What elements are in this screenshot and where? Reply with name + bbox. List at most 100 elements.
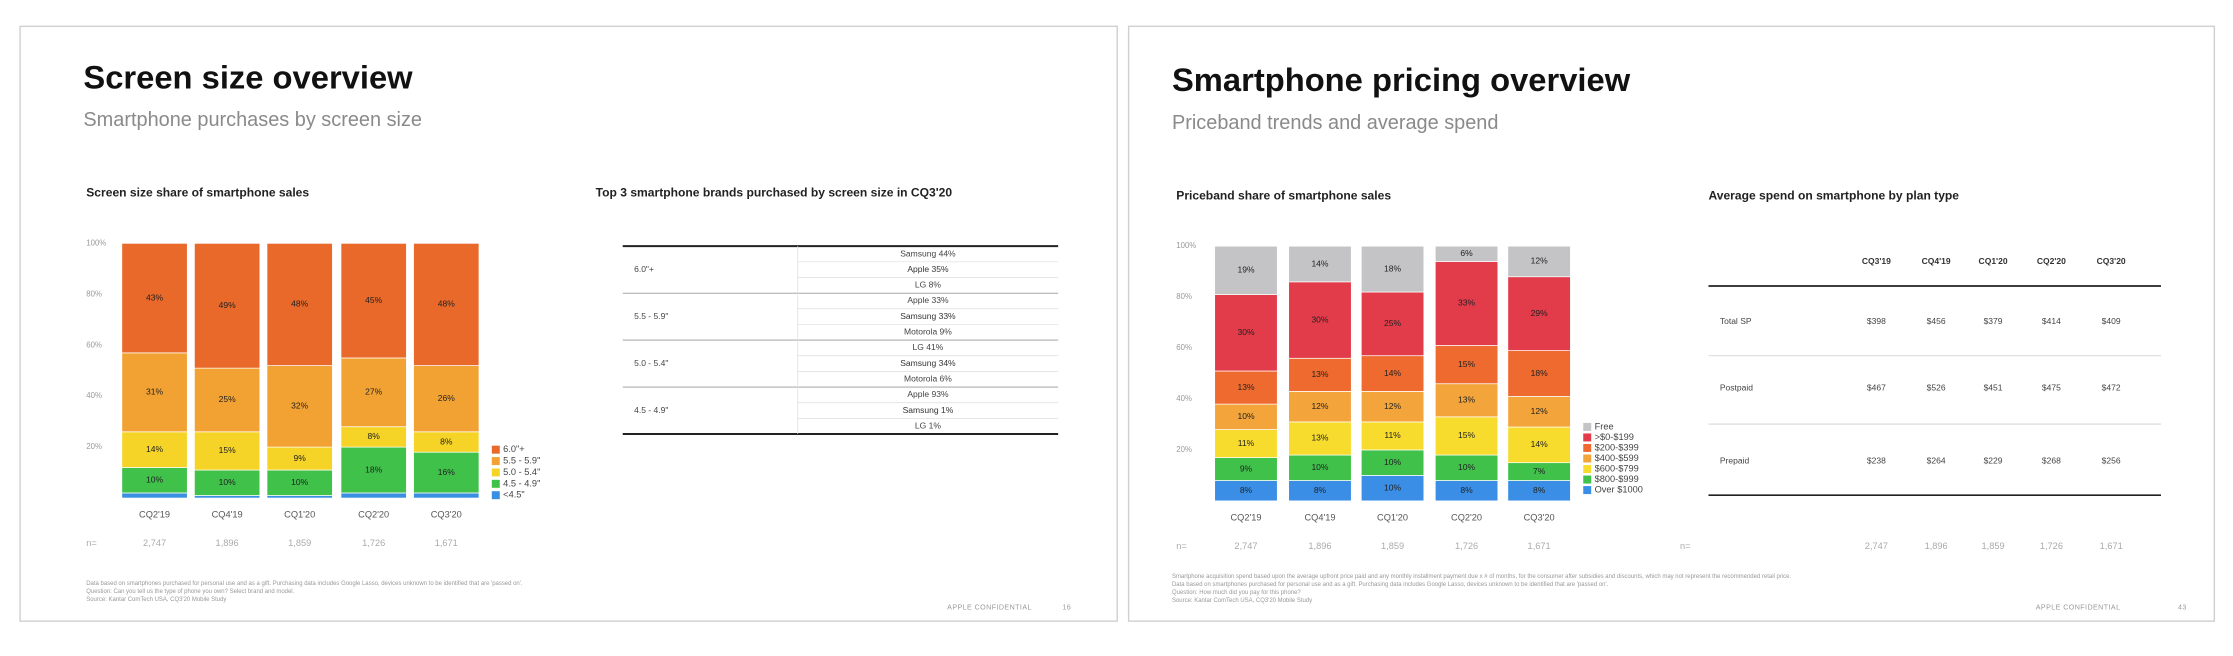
bar-segment [1434, 416, 1499, 456]
y-tick-label: 60% [86, 340, 102, 349]
data-label: 8% [1460, 485, 1473, 495]
bar-segment [1360, 391, 1425, 423]
n-value: 1,671 [2100, 541, 2123, 551]
x-tick-label: CQ2'19 [1230, 512, 1261, 522]
bar-segment [121, 352, 188, 433]
bar-segment [1507, 276, 1571, 351]
row-label: Total SP [1720, 316, 1752, 326]
slide-subtitle: Smartphone purchases by screen size [83, 109, 422, 131]
legend-label: <4.5" [503, 490, 525, 500]
data-label: 8% [1314, 485, 1327, 495]
bar-segment [1360, 475, 1425, 502]
y-tick-label: 40% [86, 391, 102, 400]
data-label: 12% [1531, 406, 1548, 416]
legend-swatch [1583, 465, 1592, 474]
data-label: 10% [1311, 462, 1328, 472]
row-label: Postpaid [1720, 383, 1753, 393]
data-label: 30% [1237, 327, 1254, 337]
data-label: 43% [146, 292, 163, 302]
x-tick-label: CQ2'20 [358, 510, 389, 520]
brand-share: Samsung 1% [903, 405, 954, 415]
data-label: 19% [1237, 265, 1254, 275]
data-label: 16% [438, 467, 455, 477]
chart-title: Screen size share of smartphone sales [86, 186, 309, 200]
data-label: 48% [438, 299, 455, 309]
data-label: 18% [365, 464, 382, 474]
data-label: 6% [1460, 248, 1473, 258]
avg-spend: $451 [1984, 383, 2003, 393]
data-label: 49% [219, 300, 236, 310]
data-label: 13% [1311, 433, 1328, 443]
n-label: n= [1680, 541, 1691, 551]
avg-spend: $379 [1984, 316, 2003, 326]
data-label: 14% [146, 444, 163, 454]
brand-share: Apple 93% [907, 389, 949, 399]
legend-label: Free [1595, 421, 1614, 431]
data-label: 9% [1240, 463, 1253, 473]
data-label: 8% [1533, 485, 1546, 495]
bar-segment [1360, 449, 1425, 476]
data-label: 9% [294, 453, 307, 463]
n-value: 2,747 [1865, 541, 1888, 551]
legend-label: 5.5 - 5.9" [503, 455, 540, 465]
brand-share: Motorola 6% [904, 373, 952, 383]
legend-swatch [491, 479, 500, 488]
data-label: 8% [1240, 485, 1253, 495]
data-label: 11% [1384, 430, 1401, 440]
data-label: 13% [1311, 369, 1328, 379]
bar-segment [1434, 345, 1499, 385]
row-label: 5.5 - 5.9" [634, 311, 668, 321]
data-label: 48% [291, 299, 308, 309]
legend-swatch [1583, 475, 1592, 484]
bar-segment [121, 467, 188, 494]
brand-share: LG 8% [915, 280, 941, 290]
avg-spend: $456 [1927, 316, 1946, 326]
data-label: 15% [219, 445, 236, 455]
legend-swatch [1583, 422, 1592, 431]
footnote: Data based on smartphones purchased for … [1172, 582, 1609, 588]
slide-title: Smartphone pricing overview [1172, 61, 1631, 98]
footnote: Source: Kantar ComTech USA, CQ3'20 Mobil… [1172, 598, 1312, 604]
column-header: CQ2'20 [2037, 256, 2066, 266]
bar-segment [1360, 355, 1425, 392]
slide-subtitle: Priceband trends and average spend [1172, 112, 1498, 134]
bar-segment [413, 242, 480, 366]
bar-segment [1214, 245, 1278, 295]
legend-label: $400-$599 [1595, 453, 1639, 463]
brand-share: LG 41% [913, 342, 944, 352]
table-title: Average spend on smartphone by plan type [1708, 189, 1959, 203]
bar-segment [1507, 396, 1571, 428]
n-value: 1,859 [288, 538, 311, 548]
legend-swatch [1583, 443, 1592, 452]
bar-segment [413, 492, 480, 499]
data-label: 10% [219, 477, 236, 487]
legend-label: Over $1000 [1595, 485, 1643, 495]
bar-segment [1507, 245, 1571, 278]
brand-share: Samsung 33% [900, 311, 956, 321]
n-value: 1,726 [1455, 541, 1478, 551]
y-tick-label: 20% [86, 442, 102, 451]
n-value: 1,896 [216, 538, 239, 548]
column-header: CQ1'20 [1979, 256, 2008, 266]
bar-segment [194, 242, 261, 369]
avg-spend: $409 [2102, 316, 2121, 326]
bar-segment [1360, 421, 1425, 451]
avg-spend: $398 [1867, 316, 1886, 326]
avg-spend: $414 [2042, 316, 2061, 326]
bar-segment [1434, 261, 1499, 346]
bar-segment [121, 431, 188, 468]
y-tick-label: 100% [1176, 241, 1196, 250]
footnote: Question: Can you tell us the type of ph… [86, 589, 294, 595]
data-label: 11% [1238, 438, 1255, 448]
bar-segment [121, 492, 188, 499]
y-tick-label: 60% [1176, 343, 1192, 352]
bar-segment [340, 492, 407, 499]
brand-share: Apple 33% [907, 295, 949, 305]
x-tick-label: CQ3'20 [1524, 512, 1555, 522]
data-label: 18% [1531, 368, 1548, 378]
data-label: 8% [368, 431, 381, 441]
data-label: 12% [1384, 401, 1401, 411]
x-tick-label: CQ3'20 [431, 510, 462, 520]
row-label: 6.0"+ [634, 264, 654, 274]
